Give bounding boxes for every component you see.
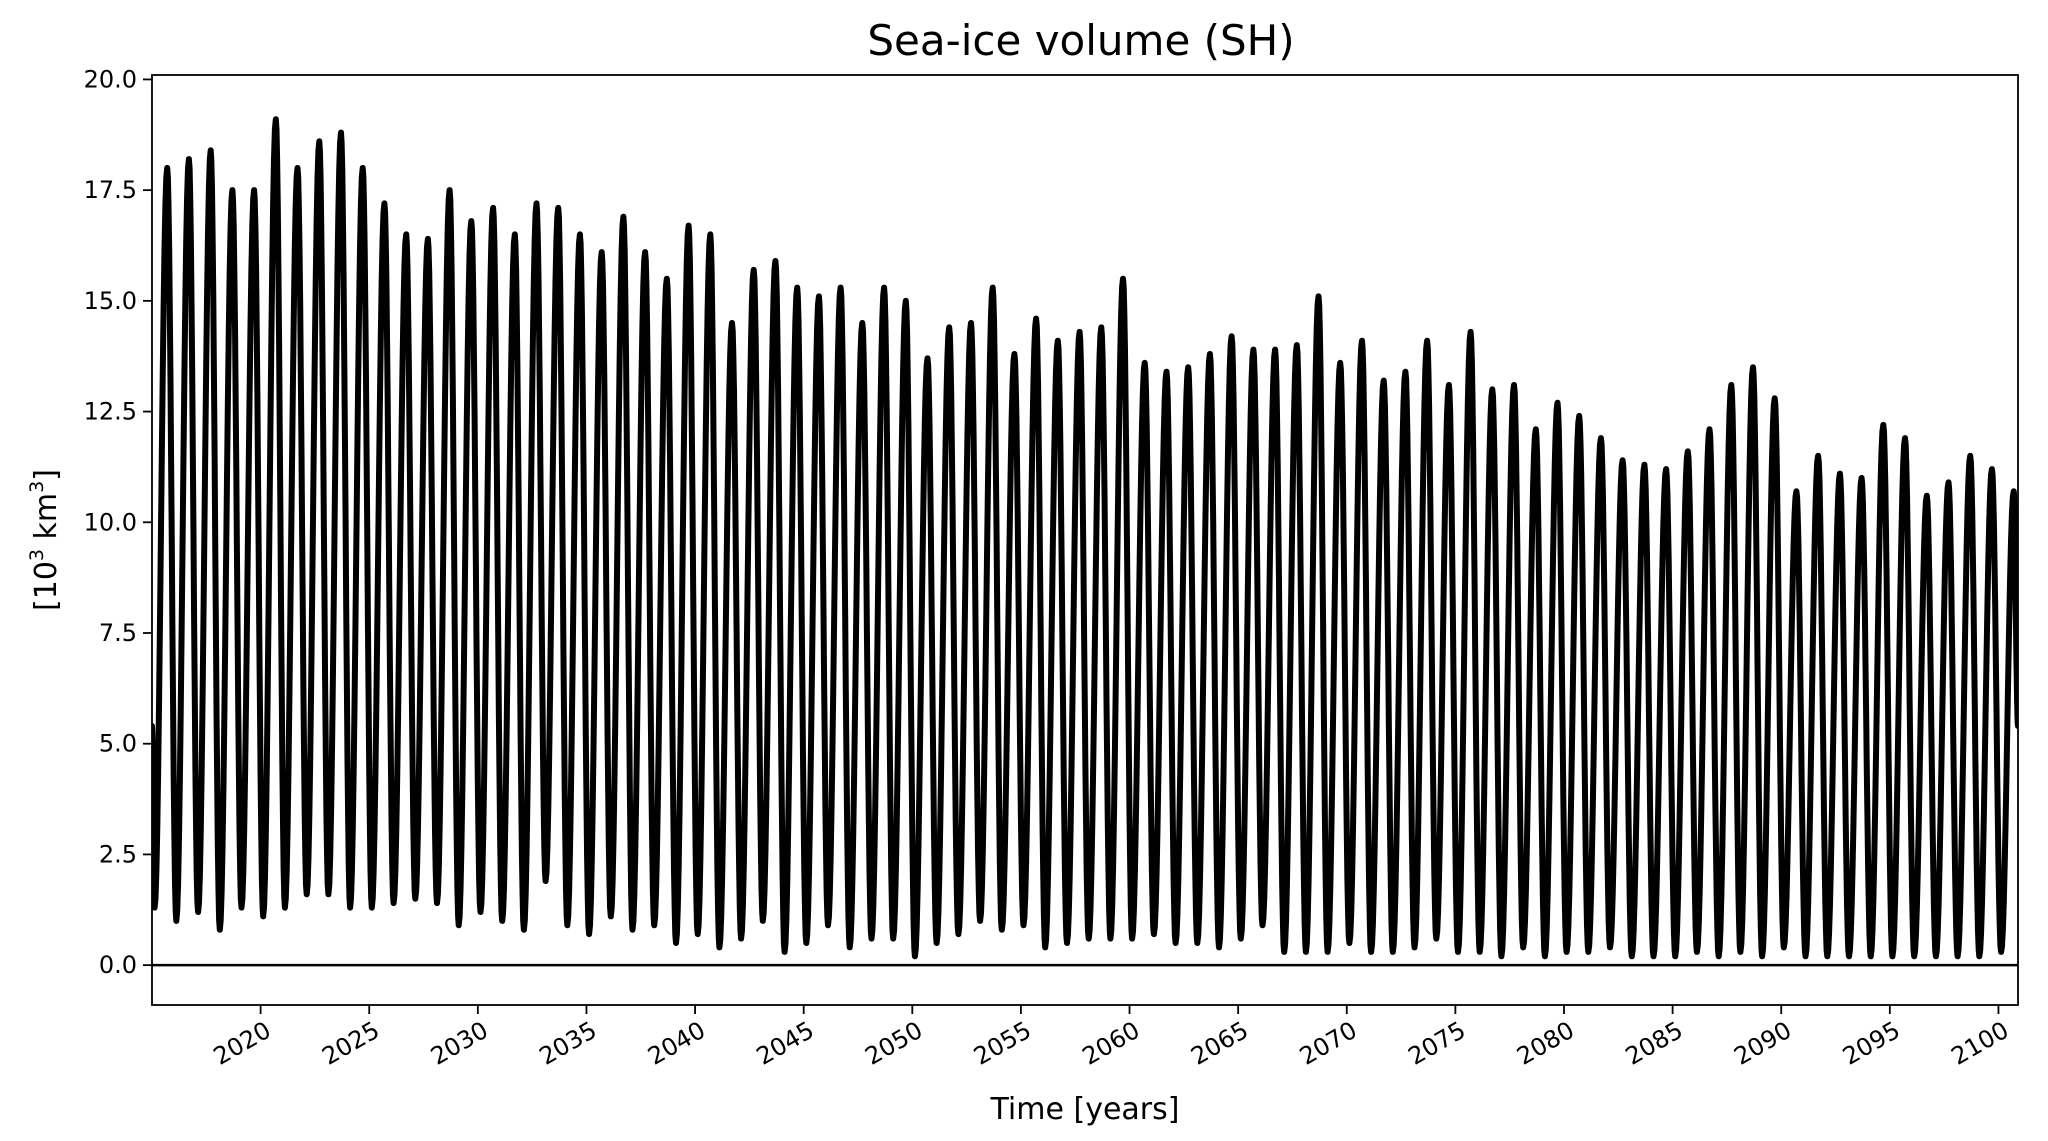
y-tick-label: 5.0 [99,730,137,758]
y-tick-label: 17.5 [84,176,137,204]
y-axis-label-exponent-1: 3 [26,549,48,561]
y-axis-label-exponent-2: 3 [26,481,48,493]
y-tick-label: 20.0 [84,65,137,93]
y-axis-label-close: ] [29,469,64,481]
series-line-sea-ice-volume [152,116,2018,960]
y-tick-label: 10.0 [84,508,137,536]
y-axis-label-base: [10 [29,561,64,611]
chart-title: Sea-ice volume (SH) [867,16,1294,65]
y-tick-label: 7.5 [99,619,137,647]
y-tick-label: 12.5 [84,398,137,426]
y-axis-label-unit: km [29,493,64,549]
y-axis-label: [103 km3] [26,469,64,611]
y-tick-label: 0.0 [99,951,137,979]
plot-frame [151,74,2019,1006]
y-tick-label: 2.5 [99,840,137,868]
x-axis-label: Time [years] [990,1092,1180,1127]
y-axis: 0.0 2.5 5.0 7.5 10.0 12.5 15.0 17.5 20.0 [84,65,152,979]
plot-area [151,74,2019,1006]
y-tick-label: 15.0 [84,287,137,315]
